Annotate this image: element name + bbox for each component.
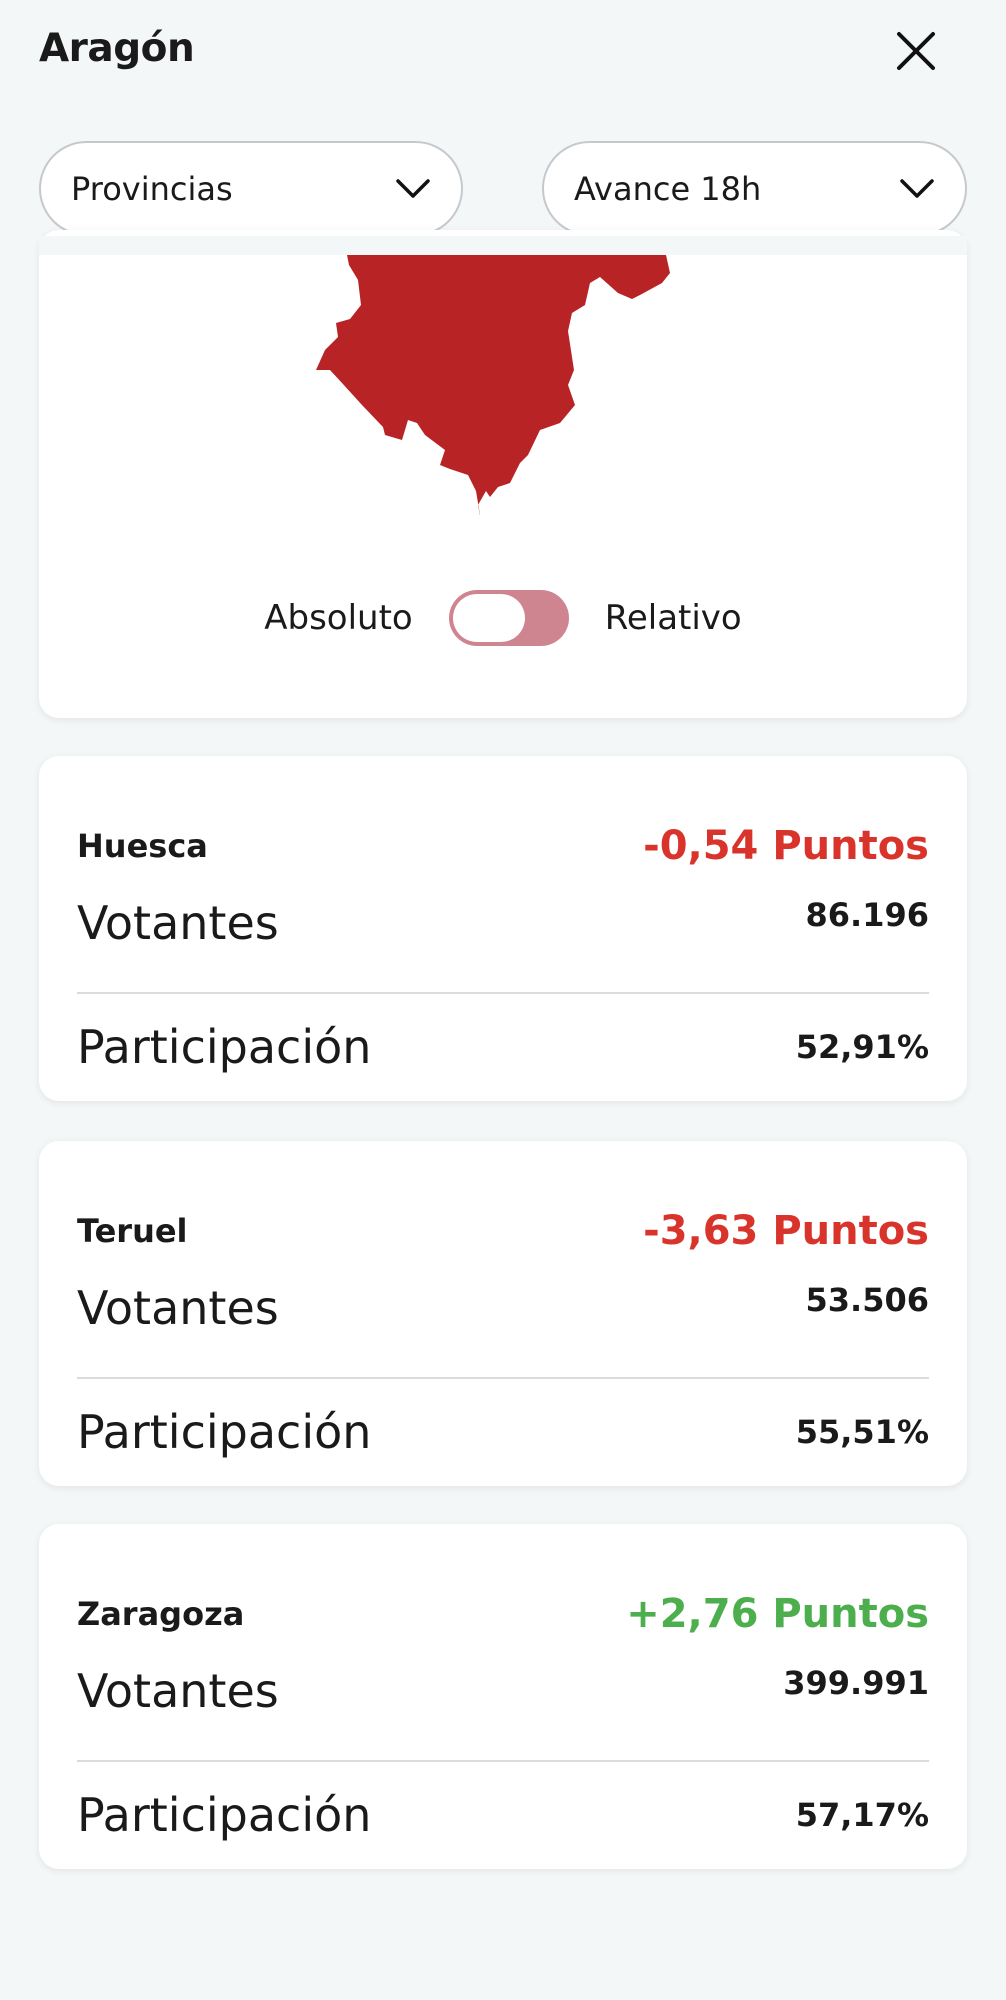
province-card-teruel: Teruel -3,63 Puntos Votantes 53.506 Partic… bbox=[39, 1141, 967, 1486]
participation-delta: +2,76 Puntos bbox=[626, 1591, 929, 1637]
participacion-label: Participación bbox=[77, 1404, 372, 1459]
province-name: Zaragoza bbox=[77, 1595, 245, 1633]
close-icon[interactable] bbox=[893, 28, 939, 74]
chevron-down-icon bbox=[396, 178, 430, 198]
participacion-value: 57,17% bbox=[795, 1795, 929, 1834]
participacion-value: 55,51% bbox=[795, 1412, 929, 1451]
region-level-dropdown[interactable]: Provincias bbox=[39, 141, 463, 236]
votantes-value: 53.506 bbox=[805, 1281, 929, 1319]
scale-toggle-row: Absoluto Relativo bbox=[0, 590, 1006, 646]
chevron-down-icon bbox=[900, 178, 934, 198]
time-dropdown[interactable]: Avance 18h bbox=[542, 141, 967, 236]
votantes-label: Votantes bbox=[77, 896, 279, 950]
toggle-knob bbox=[452, 594, 525, 642]
toggle-label-relative[interactable]: Relativo bbox=[604, 598, 742, 638]
page-title: Aragón bbox=[39, 26, 195, 71]
votantes-value: 86.196 bbox=[805, 896, 929, 934]
province-name: Huesca bbox=[77, 827, 208, 865]
participacion-value: 52,91% bbox=[795, 1027, 929, 1066]
participacion-label: Participación bbox=[77, 1019, 372, 1074]
participation-delta: -3,63 Puntos bbox=[643, 1208, 929, 1254]
province-card-zaragoza: Zaragoza +2,76 Puntos Votantes 399.991 Par… bbox=[39, 1524, 967, 1869]
participation-delta: -0,54 Puntos bbox=[643, 823, 929, 869]
participacion-label: Participación bbox=[77, 1787, 372, 1842]
map-region-shape[interactable] bbox=[0, 255, 1006, 515]
votantes-label: Votantes bbox=[77, 1281, 279, 1335]
province-card-huesca: Huesca -0,54 Puntos Votantes 86.196 Partic… bbox=[39, 756, 967, 1101]
divider bbox=[77, 1377, 929, 1379]
divider bbox=[77, 1760, 929, 1762]
dropdown-value: Provincias bbox=[71, 169, 233, 208]
votantes-value: 399.991 bbox=[783, 1664, 929, 1702]
province-name: Teruel bbox=[77, 1212, 188, 1250]
divider bbox=[77, 992, 929, 994]
votantes-label: Votantes bbox=[77, 1664, 279, 1718]
dropdown-value: Avance 18h bbox=[574, 169, 762, 208]
absolute-relative-toggle[interactable] bbox=[448, 590, 569, 646]
toggle-label-absolute[interactable]: Absoluto bbox=[264, 598, 413, 638]
